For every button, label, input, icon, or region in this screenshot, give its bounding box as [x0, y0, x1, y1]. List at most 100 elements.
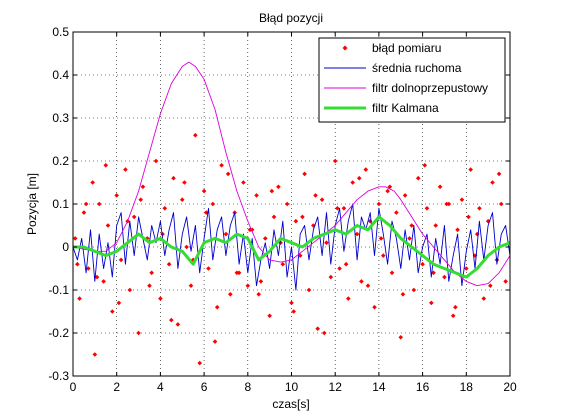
- data-point: [321, 330, 327, 336]
- data-point: [420, 261, 425, 267]
- data-point: [293, 218, 299, 224]
- data-point: [118, 257, 124, 263]
- data-point: [175, 322, 181, 327]
- data-point: [219, 163, 224, 168]
- data-point: [319, 197, 325, 202]
- legend: błąd pomiaru średnia ruchoma filtr dolnopr…: [318, 37, 506, 123]
- y-tick-label: 0.5: [52, 25, 69, 39]
- legend-label: filtr dolnoprzepustowy: [372, 81, 488, 95]
- data-point: [459, 197, 465, 202]
- data-point: [179, 197, 185, 202]
- series-line: [73, 203, 510, 291]
- x-tick-label: 6: [201, 380, 208, 394]
- data-point: [131, 214, 137, 220]
- data-point: [297, 253, 303, 258]
- y-tick-label: 0.2: [52, 154, 69, 168]
- data-point: [431, 270, 436, 276]
- data-point: [328, 274, 334, 280]
- data-point: [158, 296, 163, 301]
- data-point: [92, 352, 98, 357]
- data-point: [437, 184, 443, 190]
- series-0: [73, 132, 508, 366]
- data-point: [367, 218, 373, 224]
- series-line: [73, 61, 510, 287]
- legend-marker: [342, 45, 348, 51]
- x-tick-label: 2: [113, 380, 120, 394]
- data-point: [276, 184, 281, 190]
- data-point: [269, 188, 275, 194]
- series-3: [73, 215, 510, 279]
- data-point: [346, 296, 351, 301]
- data-point: [315, 326, 321, 331]
- data-point: [341, 206, 347, 211]
- data-point: [193, 132, 198, 138]
- data-point: [407, 236, 412, 241]
- data-point: [138, 197, 144, 202]
- x-tick-label: 12: [329, 380, 343, 394]
- data-point: [144, 236, 150, 241]
- y-tick-label: -0.3: [48, 369, 69, 383]
- x-tick-label: 8: [244, 380, 251, 394]
- data-point: [127, 287, 133, 293]
- data-point: [481, 296, 487, 301]
- data-point: [114, 193, 119, 198]
- data-point: [306, 287, 312, 293]
- data-point: [402, 193, 408, 198]
- data-point: [488, 283, 493, 288]
- data-point: [73, 236, 78, 241]
- data-point: [75, 261, 80, 267]
- data-point: [123, 167, 128, 172]
- data-point: [166, 261, 172, 267]
- data-point: [453, 304, 458, 310]
- data-point: [359, 279, 364, 284]
- data-point: [210, 201, 216, 207]
- data-point: [258, 279, 264, 284]
- data-point: [105, 223, 111, 228]
- data-point: [94, 274, 100, 280]
- data-point: [140, 184, 146, 190]
- data-point: [206, 266, 211, 271]
- data-point: [503, 279, 508, 284]
- data-point: [214, 304, 220, 310]
- data-point: [485, 218, 491, 224]
- series-layer: [73, 61, 510, 366]
- data-point: [354, 231, 360, 237]
- data-point: [162, 206, 168, 211]
- data-point: [245, 283, 251, 288]
- data-point: [184, 244, 189, 250]
- data-point: [490, 180, 495, 185]
- data-point: [225, 171, 231, 177]
- data-point: [365, 283, 371, 288]
- data-point: [291, 309, 296, 314]
- data-point: [280, 261, 286, 267]
- data-point: [267, 313, 272, 319]
- data-point: [450, 313, 456, 319]
- y-axis-label: Pozycja [m]: [25, 173, 39, 235]
- data-point: [136, 330, 141, 336]
- series-line: [73, 215, 510, 279]
- data-point: [332, 158, 338, 164]
- y-tick-label: 0.1: [52, 197, 69, 211]
- data-point: [468, 167, 473, 172]
- data-point: [409, 223, 414, 228]
- data-point: [110, 309, 115, 314]
- data-point: [415, 175, 421, 181]
- data-point: [212, 339, 218, 344]
- data-point: [302, 171, 307, 177]
- x-tick-label: 16: [416, 380, 430, 394]
- data-point: [103, 163, 109, 168]
- legend-label: średnia ruchoma: [372, 61, 462, 75]
- data-point: [343, 261, 349, 267]
- y-tick-label: 0.4: [52, 68, 69, 82]
- data-point: [424, 206, 430, 211]
- data-point: [96, 201, 102, 207]
- legend-label: błąd pomiaru: [372, 41, 441, 55]
- data-point: [385, 188, 390, 194]
- data-point: [429, 300, 434, 306]
- data-point: [356, 175, 362, 181]
- data-point: [387, 184, 393, 190]
- data-point: [101, 279, 106, 284]
- data-point: [254, 193, 259, 198]
- x-tick-label: 14: [372, 380, 386, 394]
